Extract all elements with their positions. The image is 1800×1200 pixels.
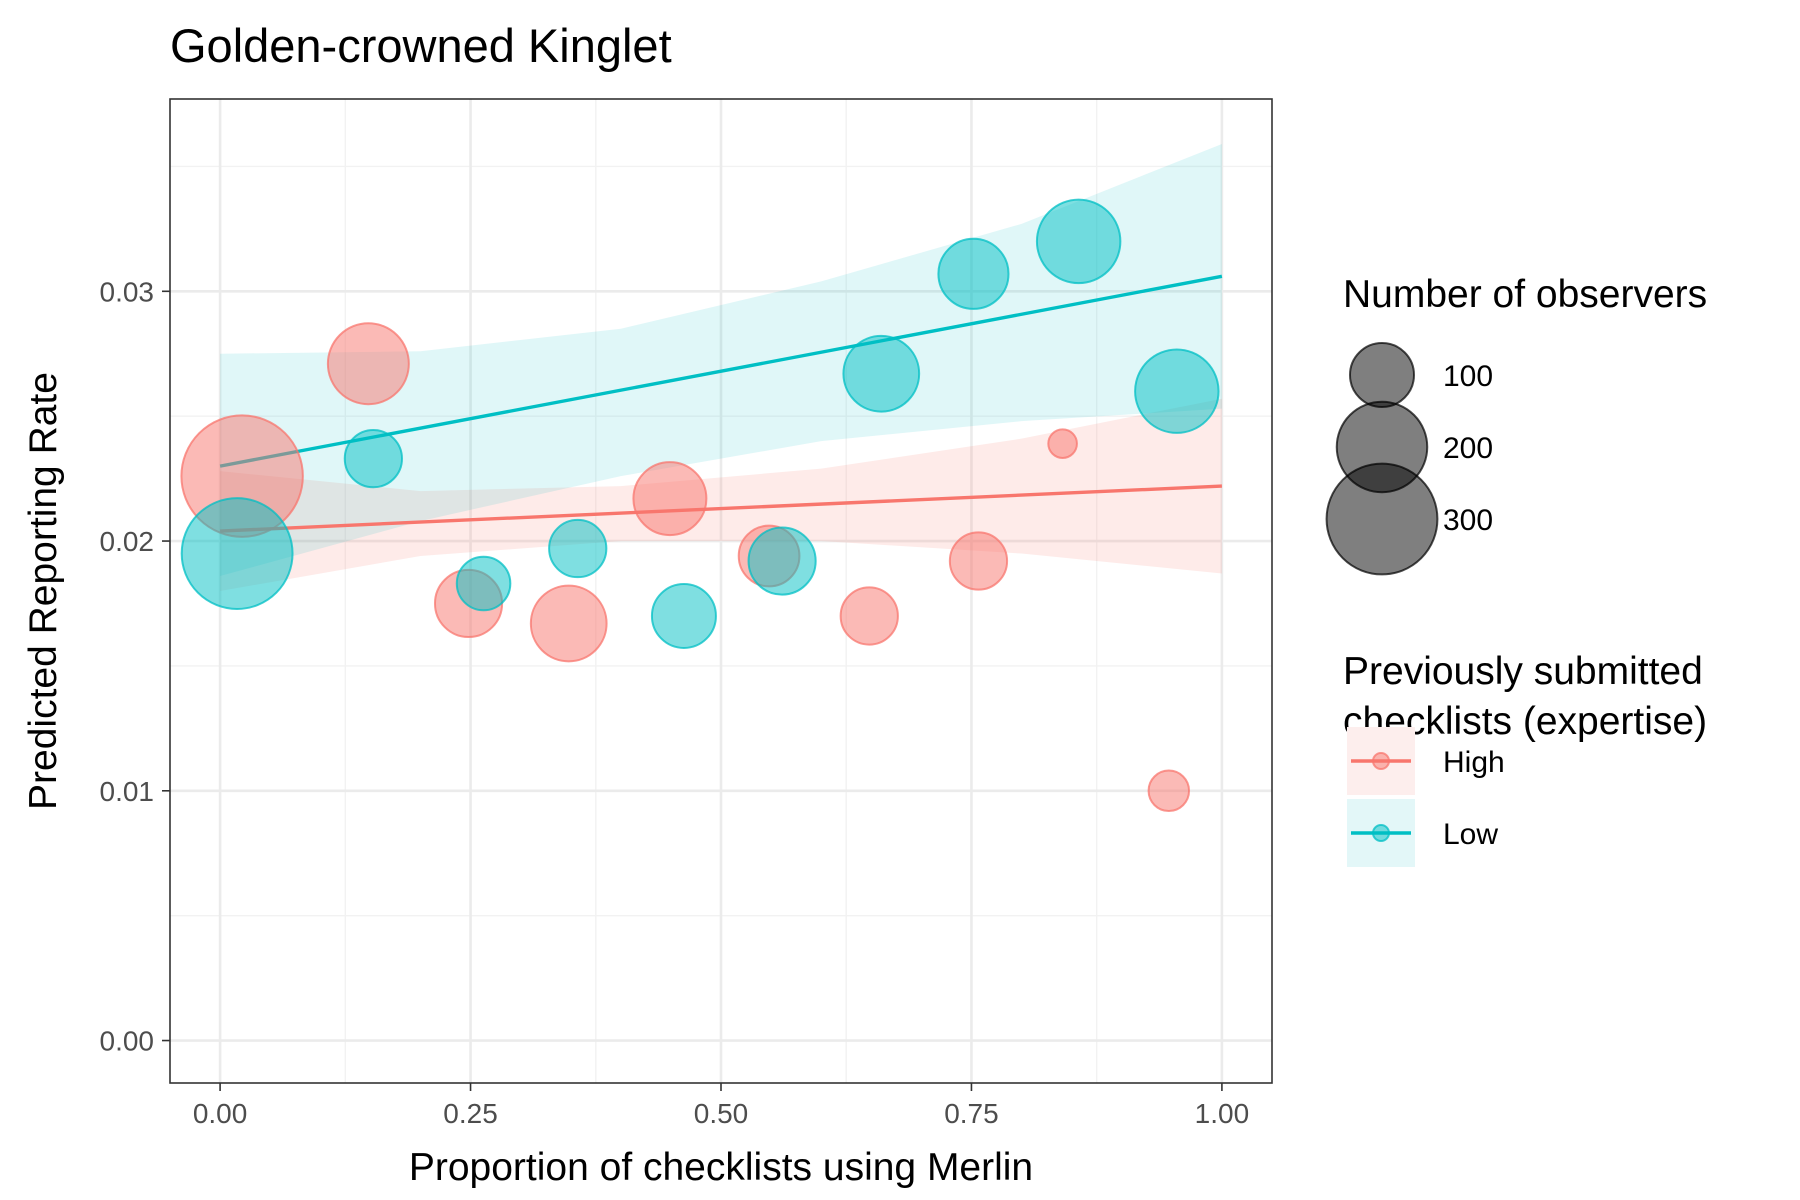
data-points — [180, 198, 1220, 813]
y-axis-title: Predicted Reporting Rate — [22, 372, 65, 810]
point-high — [948, 531, 1009, 591]
point-high — [1147, 769, 1191, 813]
point-low — [455, 555, 512, 612]
color-legend-dot-high — [1372, 752, 1390, 770]
point-low — [1134, 348, 1220, 434]
size-legend-title: Number of observers — [1343, 273, 1707, 316]
color-legend-title-line-1: Previously submitted — [1343, 650, 1703, 693]
chart-title: Golden-crowned Kinglet — [170, 19, 672, 72]
point-low — [1035, 198, 1122, 285]
point-low — [747, 526, 817, 596]
point-high — [529, 584, 608, 663]
size-legend-key — [1349, 342, 1415, 408]
y-tick-label: 0.00 — [100, 1026, 155, 1057]
color-legend: Previously submitted checklists (experti… — [1343, 650, 1707, 867]
point-high — [326, 322, 410, 406]
y-tick-label: 0.02 — [100, 526, 155, 557]
size-legend-key — [1325, 462, 1439, 576]
y-axis: 0.00 0.01 0.02 0.03 — [100, 276, 170, 1057]
x-axis: 0.00 0.25 0.50 0.75 1.00 — [193, 1083, 1249, 1129]
point-low — [180, 497, 294, 610]
color-legend-dot-low — [1372, 824, 1390, 842]
plot-panel — [169, 98, 1273, 1084]
x-tick-label: 0.50 — [694, 1098, 749, 1129]
size-legend: Number of observers 100 200 300 — [1325, 273, 1707, 576]
x-axis-title: Proportion of checklists using Merlin — [409, 1146, 1033, 1189]
point-low — [650, 582, 717, 649]
x-tick-label: 1.00 — [1195, 1098, 1250, 1129]
point-high — [632, 461, 708, 537]
point-low — [343, 429, 403, 489]
color-legend-label-low: Low — [1443, 818, 1498, 851]
x-tick-label: 0.00 — [193, 1098, 248, 1129]
size-legend-label: 300 — [1443, 504, 1493, 537]
y-tick-label: 0.01 — [100, 776, 155, 807]
point-low — [842, 334, 921, 413]
x-tick-label: 0.25 — [443, 1098, 498, 1129]
trend-line-high — [220, 484, 1222, 533]
color-legend-label-high: High — [1443, 746, 1505, 779]
point-high — [839, 586, 899, 646]
x-tick-label: 0.75 — [944, 1098, 999, 1129]
size-legend-label: 100 — [1443, 360, 1493, 393]
point-low — [548, 518, 608, 579]
size-legend-label: 200 — [1443, 432, 1493, 465]
point-low — [937, 237, 1010, 310]
y-tick-label: 0.03 — [100, 276, 155, 307]
point-high — [1047, 428, 1078, 459]
